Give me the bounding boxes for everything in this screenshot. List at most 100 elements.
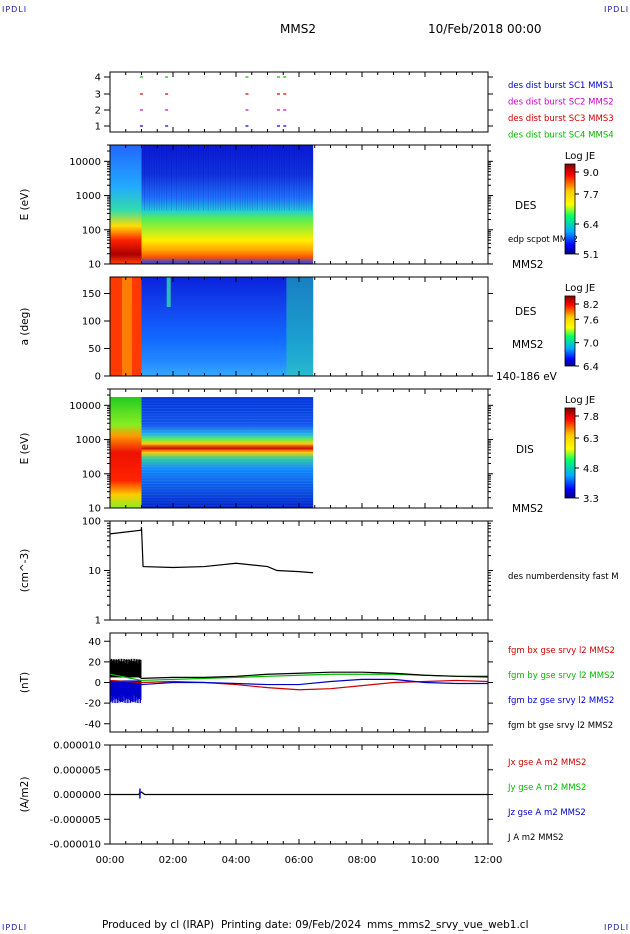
des-energy-stripe [173,145,175,211]
dis-energy-post-boundary [141,397,314,508]
magnetic-field-legend-3: fgm bz gse srvy l2 MMS2 [508,696,614,706]
availability-tick-label: 4 [95,73,101,84]
availability-legend-1: des dist burst SC1 MMS1 [508,81,614,91]
dis-energy-tick-label: 10 [88,504,101,515]
des-energy-stripe [234,145,236,211]
dis-energy-stripe [141,421,314,423]
des-energy-stripe [293,145,295,211]
des-energy-stripe [180,145,182,211]
des-energy-colorbar-tick-label: 5.1 [583,250,599,261]
dis-energy-stripe [141,444,314,445]
corner-label-bottom-left: IPDLI [2,923,28,932]
des-energy-tick-label: 10 [88,260,101,271]
des-pitch-tick-label: 0 [95,372,101,383]
current-line [110,791,488,796]
dis-energy-stripe [141,452,314,454]
des-energy-stripe [251,145,254,211]
density-panel [109,520,489,621]
des-energy-stripe [188,145,190,211]
des-pitch-spacecraft: MMS2 [512,339,543,351]
density-ylabel: (cm^-3) [19,549,31,592]
dis-energy-stripe [141,455,314,457]
x-tick-label: 04:00 [222,855,251,866]
dis-energy-stripe [141,408,314,409]
dis-energy-stripe [141,480,314,482]
dis-energy-pre-boundary [110,397,142,508]
des-energy-stripe [200,145,202,211]
availability-panel [109,71,489,133]
des-energy-stripe [239,145,241,211]
density-legend-1: des numberdensity fast M [508,572,619,582]
des-energy-stripe [210,145,212,211]
des-energy-stripe [296,145,298,211]
dis-energy-stripe [141,488,314,490]
des-energy-tick-label: 10000 [69,157,101,168]
des-energy-colorbar-bar [564,163,576,255]
dis-energy-stripe [141,416,314,418]
des-energy-stripe [205,145,207,211]
des-energy-overlay-label: edp scpot MMS2 [508,235,578,245]
dis-energy-stripe [141,491,314,493]
current-density-legend-3: Jz gse A m2 MMS2 [507,808,586,818]
dis-energy-ylabel: E (eV) [19,433,31,465]
des-energy-stripe [148,145,151,211]
availability-legend-4: des dist burst SC4 MMS4 [508,131,614,141]
dis-energy-stripe [141,474,314,476]
corner-label-bottom-right: IPDLI [604,923,630,932]
current-density-tick-label: 0.000005 [53,765,101,776]
dis-energy-instrument: DIS [516,444,534,456]
des-energy-stripe [141,145,143,211]
spacecraft-title: MMS2 [280,22,316,36]
dis-energy-colorbar-tick-label: 4.8 [583,464,599,475]
dis-energy-colorbar-tick-label: 6.3 [583,434,599,445]
dis-energy-stripe [141,496,314,498]
dis-energy-stripe [141,485,314,487]
dis-energy-stripe [141,466,314,468]
des-energy-colorbar-tick-label: 7.7 [583,190,599,201]
des-energy-stripe [269,145,271,211]
des-energy-stripe [217,145,219,211]
des-energy-stripe [300,145,303,211]
current-density-legend-2: Jy gse A m2 MMS2 [507,783,586,793]
des-energy-stripe [222,145,224,211]
des-energy-stripe [143,145,146,211]
des-energy-stripe [158,145,160,211]
date-title: 10/Feb/2018 00:00 [428,22,542,36]
magnetic-field-legend-4: fgm bt gse srvy l2 MMS2 [508,721,613,731]
dis-energy-stripe [141,505,314,507]
dis-energy-stripe [141,446,314,448]
des-energy-stripe [212,145,214,211]
des-energy-stripe [261,145,263,211]
des-energy-stripe [244,145,246,211]
dis-energy-stripe [141,494,314,495]
x-tick-label: 10:00 [411,855,440,866]
des-energy-stripe [215,145,217,211]
dis-energy-stripe [141,397,314,398]
des-energy-stripe [276,145,278,211]
des-pitch-colorbar-tick-label: 8.2 [583,300,599,311]
des-energy-stripe [146,145,148,211]
des-energy-stripe [229,145,231,211]
availability-legend-3: des dist burst SC3 MMS3 [508,114,614,124]
current-density-tick-label: 0.000010 [53,741,101,752]
dis-energy-stripe [141,430,314,432]
current-density-legend-4: J A m2 MMS2 [507,833,564,843]
dis-energy-stripe [141,469,314,470]
des-energy-stripe [242,145,244,211]
des-energy-stripe [175,145,178,211]
dis-energy-stripe [141,471,314,473]
des-energy-stripe [156,145,158,211]
des-energy-stripe [224,145,227,211]
dis-energy-tick-label: 1000 [76,435,101,446]
dis-energy-stripe [141,405,314,407]
des-pitch-colorbar-tick-label: 7.6 [583,315,599,326]
des-energy-stripe [161,145,163,211]
density-tick-label: 10 [88,566,101,577]
des-energy-stripe [237,145,239,211]
des-pitch-colorbar-tick-label: 7.0 [583,339,599,350]
des-energy-stripe [168,145,170,211]
des-energy-stripe [264,145,266,211]
x-tick-label: 00:00 [96,855,125,866]
current-density-legend-1: Jx gse A m2 MMS2 [507,758,586,768]
